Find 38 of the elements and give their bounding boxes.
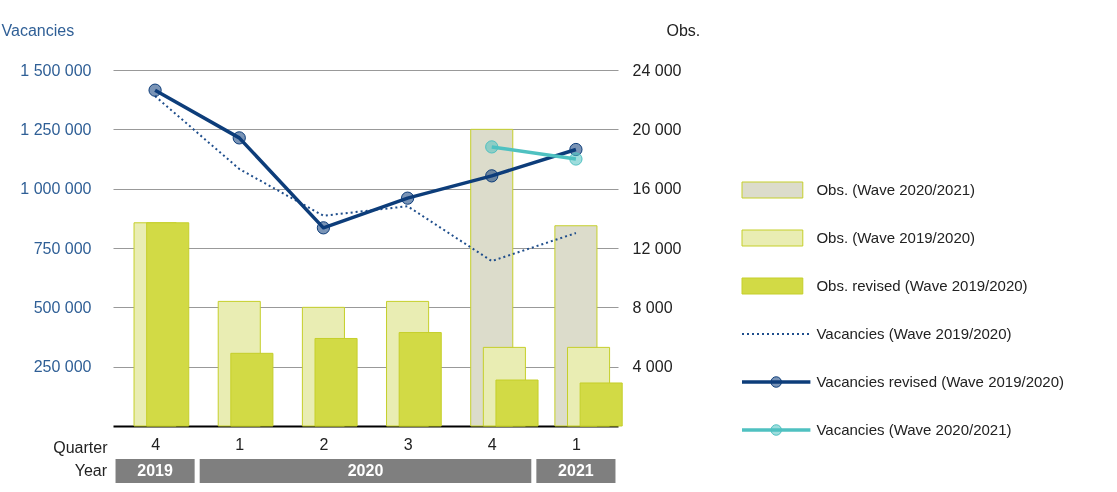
legend-label: Obs. (Wave 2020/2021) <box>816 181 976 198</box>
point <box>485 169 499 183</box>
x-tick-label: 2 <box>319 435 329 453</box>
y2-tick-label: 16 000 <box>632 180 682 198</box>
text: Year <box>74 462 108 479</box>
point <box>569 152 583 166</box>
point <box>148 83 162 97</box>
point <box>232 131 246 145</box>
y-tick-label: 250 000 <box>33 358 92 376</box>
y2-tick-label: 4 000 <box>632 358 673 376</box>
text: 2021 <box>558 462 594 479</box>
x-tick-label: 4 <box>487 435 497 453</box>
legend-label: Vacancies (Wave 2019/2020) <box>816 325 1012 342</box>
y2-tick-label: 20 000 <box>632 120 682 138</box>
x-tick-label: 4 <box>151 435 161 453</box>
y-tick-label: 1 250 000 <box>20 120 92 138</box>
y2-tick-label: 24 000 <box>632 61 682 79</box>
x-tick-label: 3 <box>403 435 413 453</box>
y-tick-label: 1 000 000 <box>20 180 92 198</box>
y-tick-label: 1 500 000 <box>20 61 92 79</box>
legend-label: Vacancies (Wave 2020/2021) <box>816 421 1012 438</box>
x-axis-title: Quarter <box>53 438 109 456</box>
y-tick-label: 500 000 <box>33 298 92 316</box>
point <box>316 221 331 235</box>
y2-tick-label: 8 000 <box>632 298 673 316</box>
x-tick-label: 1 <box>235 435 245 453</box>
point <box>485 140 499 154</box>
y-tick-label: 750 000 <box>33 239 92 257</box>
text: 2019 <box>137 462 173 479</box>
legend-label: Vacancies revised (Wave 2019/2020) <box>816 373 1065 390</box>
y-axis-title: Vacancies <box>1 21 75 39</box>
text: 2020 <box>347 462 384 479</box>
legend-label: Obs. revised (Wave 2019/2020) <box>816 277 1028 294</box>
y2-axis-title: Obs. <box>666 21 701 39</box>
x-tick-label: 1 <box>571 435 581 453</box>
legend-label: Obs. (Wave 2019/2020) <box>816 229 976 246</box>
point <box>400 191 415 205</box>
y2-tick-label: 12 000 <box>632 239 682 257</box>
